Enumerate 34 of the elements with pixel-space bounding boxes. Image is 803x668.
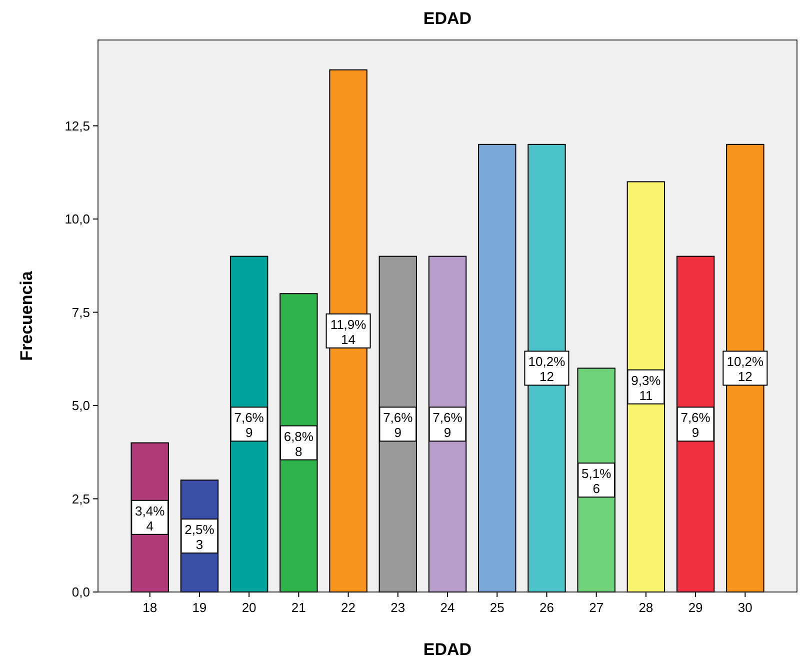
- data-label: 7,6% 9: [432, 410, 463, 440]
- x-tick-label: 18: [142, 600, 158, 615]
- x-tick-label: 29: [688, 600, 703, 615]
- x-tick-label: 21: [291, 600, 306, 615]
- data-label: 7,6% 9: [234, 410, 264, 440]
- x-tick-label: 27: [589, 600, 604, 615]
- x-tick-label: 23: [390, 600, 406, 615]
- x-tick-label: 26: [539, 600, 554, 615]
- y-tick-label: 7,5: [72, 304, 90, 320]
- x-tick-label: 20: [242, 600, 256, 615]
- data-label: 2,5% 3: [184, 522, 215, 552]
- data-label: 6,8% 8: [284, 428, 314, 459]
- y-tick-label: 2,5: [72, 491, 90, 506]
- y-tick-label: 10,0: [64, 212, 90, 227]
- y-tick-label: 5,0: [72, 398, 90, 414]
- y-axis-title: Frecuencia: [17, 270, 36, 361]
- data-label: 7,6% 9: [383, 410, 414, 440]
- y-tick-label: 0,0: [72, 584, 90, 600]
- data-label: 10,2% 12: [726, 354, 764, 384]
- data-label: 7,6% 9: [680, 410, 711, 440]
- x-tick-label: 30: [738, 600, 752, 615]
- x-tick-label: 19: [192, 600, 207, 615]
- data-label: 5,1% 6: [582, 466, 612, 496]
- y-tick-label: 12,5: [64, 118, 90, 134]
- data-label: 9,3% 11: [631, 372, 662, 403]
- x-tick-label: 25: [490, 600, 504, 615]
- data-label: 3,4% 4: [135, 503, 166, 534]
- x-axis-title: EDAD: [423, 640, 472, 659]
- data-label: 10,2% 12: [528, 354, 566, 384]
- x-tick-label: 22: [341, 600, 356, 615]
- x-tick-label: 28: [638, 600, 654, 615]
- data-label: 11,9% 14: [330, 316, 367, 347]
- chart-title: EDAD: [423, 9, 472, 28]
- x-tick-label: 24: [440, 600, 455, 615]
